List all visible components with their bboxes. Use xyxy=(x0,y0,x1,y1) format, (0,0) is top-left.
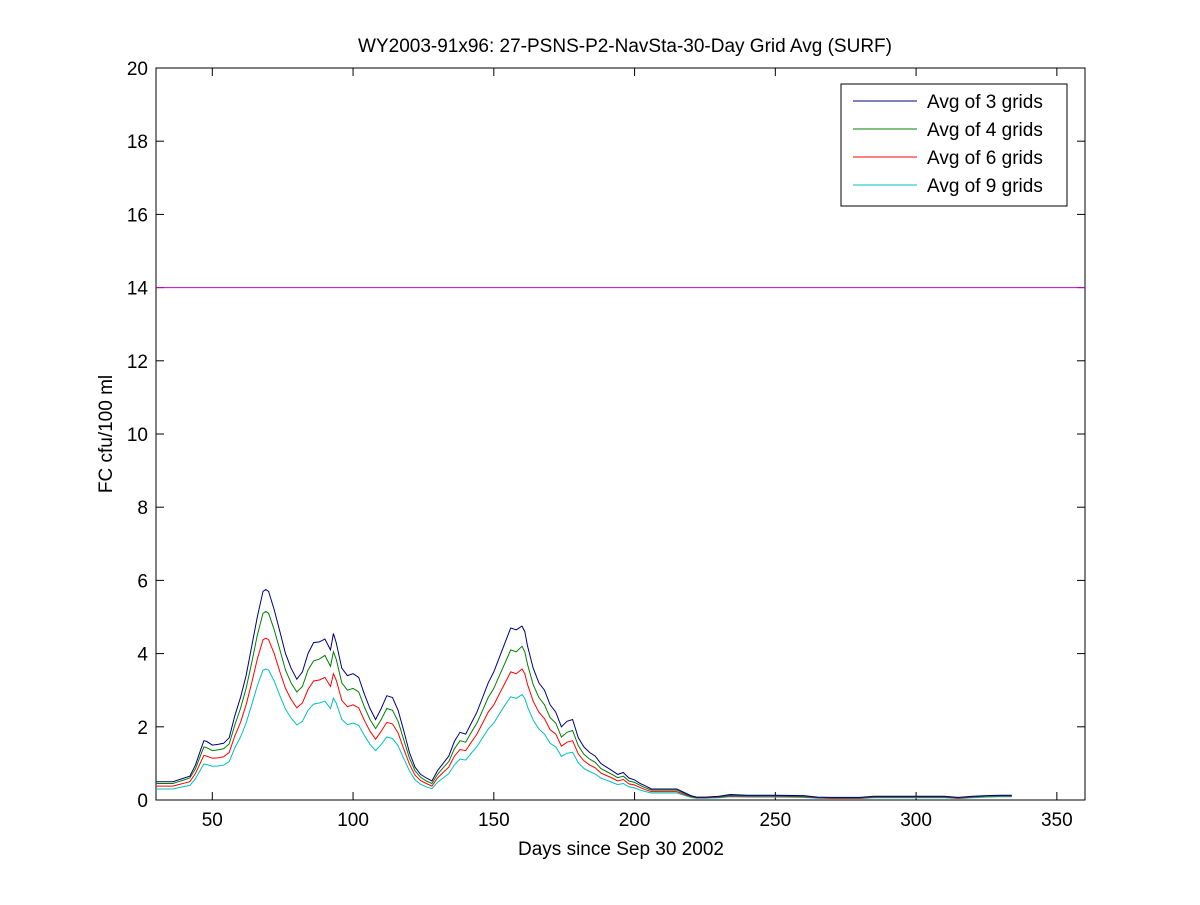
x-tick-label: 200 xyxy=(619,810,651,831)
legend-entry: Avg of 9 grids xyxy=(927,176,1043,197)
y-axis-label: FC cfu/100 ml xyxy=(96,375,117,493)
x-tick-label: 250 xyxy=(759,810,791,831)
chart-title: WY2003-91x96: 27-PSNS-P2-NavSta-30-Day G… xyxy=(358,36,892,57)
y-tick-label: 2 xyxy=(137,718,148,739)
y-tick-label: 6 xyxy=(137,571,148,592)
x-axis-label: Days since Sep 30 2002 xyxy=(518,839,724,860)
y-tick-label: 16 xyxy=(127,205,148,226)
y-tick-label: 4 xyxy=(137,645,148,666)
series-line xyxy=(156,588,1012,798)
y-tick-label: 12 xyxy=(127,352,148,373)
x-tick-label: 150 xyxy=(478,810,510,831)
y-tick-label: 20 xyxy=(127,59,148,80)
y-tick-label: 0 xyxy=(137,791,148,812)
y-tick-label: 8 xyxy=(137,498,148,519)
y-tick-label: 18 xyxy=(127,132,148,153)
x-tick-label: 100 xyxy=(337,810,369,831)
x-tick-label: 300 xyxy=(900,810,932,831)
legend: Avg of 3 grids Avg of 4 grids Avg of 6 gri… xyxy=(840,83,1068,207)
series-line xyxy=(156,668,1012,800)
y-tick-label: 14 xyxy=(127,279,149,300)
legend-entry: Avg of 6 grids xyxy=(927,148,1043,169)
legend-box xyxy=(840,83,1068,207)
x-tick-label: 50 xyxy=(202,810,223,831)
legend-entry: Avg of 4 grids xyxy=(927,120,1043,141)
x-tick-label: 350 xyxy=(1041,810,1073,831)
y-tick-label: 10 xyxy=(127,425,148,446)
series-line xyxy=(156,610,1012,799)
plot-area: 50 100 150 200 250 300 350 0 2 4 6 8 10 12 14 16 18 20 Avg… xyxy=(127,59,1086,831)
series-lines xyxy=(156,588,1012,800)
legend-entry: Avg of 3 grids xyxy=(927,92,1043,113)
